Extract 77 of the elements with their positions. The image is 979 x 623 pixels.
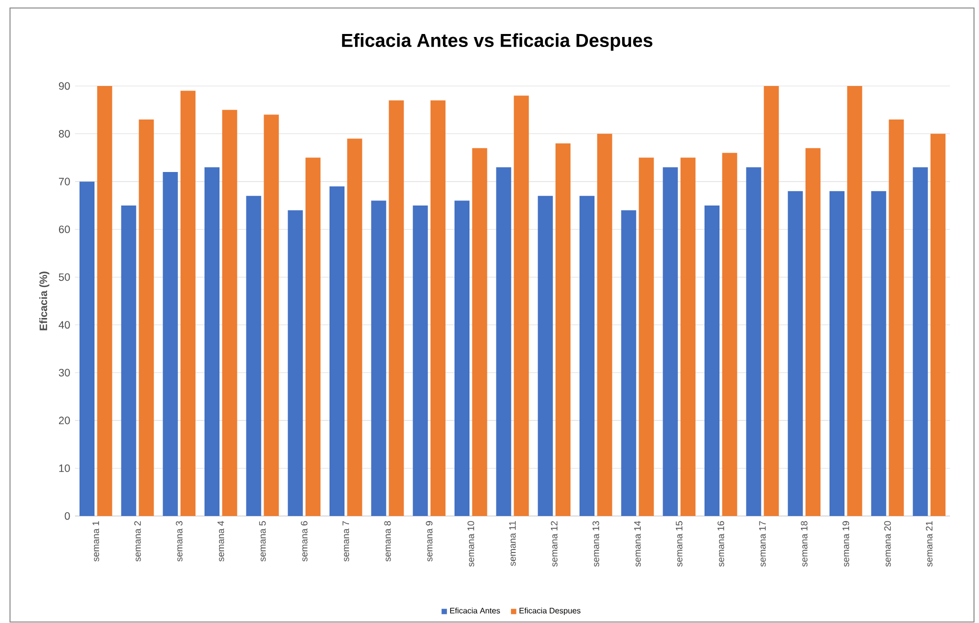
y-tick-label: 10 [59, 464, 70, 472]
bar [871, 191, 886, 516]
bar [138, 120, 154, 516]
bar [222, 110, 238, 516]
bar [264, 114, 279, 516]
x-tick-label: semana 7 [342, 521, 350, 562]
bar [306, 158, 321, 516]
y-tick-label: 90 [58, 82, 70, 90]
bar [347, 138, 362, 516]
x-tick-label: semana 5 [259, 521, 266, 562]
bar [472, 148, 488, 516]
bar [180, 91, 196, 516]
bar [246, 196, 262, 516]
bar [788, 191, 803, 516]
bar [764, 86, 779, 516]
bar [580, 196, 595, 516]
bar [830, 191, 845, 516]
x-tick-label: semana 8 [384, 521, 391, 562]
x-tick-label: semana 15 [676, 521, 682, 567]
y-tick-label: 60 [58, 226, 70, 234]
x-tick-label: semana 18 [800, 521, 808, 567]
bar [496, 167, 512, 516]
x-tick-label: semana 17 [759, 521, 766, 567]
bar [930, 134, 946, 516]
bar [680, 158, 696, 516]
x-tick-label: semana 6 [300, 521, 308, 562]
x-tick-label: semana 20 [884, 521, 891, 567]
bar [454, 200, 470, 516]
x-tick-label: semana 13 [592, 521, 600, 567]
y-tick-label: 40 [58, 321, 70, 329]
bar [746, 167, 762, 516]
bar [662, 167, 678, 516]
x-tick-label: semana 21 [926, 521, 932, 567]
x-tick-label: semana 3 [176, 521, 182, 562]
y-tick-label: 30 [58, 369, 70, 377]
x-tick-label: semana 11 [509, 521, 516, 566]
x-tick-label: semana 2 [134, 521, 141, 562]
x-tick-label: semana 12 [550, 521, 558, 567]
bar [121, 206, 136, 516]
x-tick-label: semana 16 [718, 521, 724, 567]
legend-label: Eficacia Antes [450, 608, 500, 614]
legend-label: Eficacia Despues [520, 608, 580, 616]
bar [97, 86, 112, 516]
bar [538, 196, 553, 516]
bar [204, 167, 220, 516]
chart-title: Eficacia Antes vs Eficacia Despues [342, 34, 652, 51]
bar [847, 86, 862, 516]
bar [430, 100, 446, 516]
bar [704, 206, 720, 516]
x-tick-label: semana 19 [842, 521, 850, 567]
bar [330, 186, 345, 516]
x-tick-label: semana 10 [468, 521, 474, 567]
bar [638, 158, 654, 516]
bar [556, 144, 571, 516]
y-tick-label: 80 [58, 130, 70, 138]
bar [514, 96, 529, 516]
x-tick-label: semana 4 [218, 521, 224, 562]
y-tick-label: 20 [58, 416, 70, 424]
x-tick-label: semana 1 [92, 521, 100, 562]
bar [288, 210, 303, 516]
bar [912, 167, 928, 516]
y-axis-title: Eficacia (%) [39, 272, 50, 330]
bar [80, 182, 94, 516]
bar [371, 200, 386, 516]
x-tick-label: semana 14 [634, 521, 641, 567]
bar [388, 100, 404, 516]
bar [162, 172, 178, 516]
y-tick-label: 50 [58, 274, 70, 282]
bar [888, 120, 904, 516]
bar [412, 206, 428, 516]
bar [806, 148, 820, 516]
bar [621, 210, 636, 516]
y-tick-label: 0 [64, 512, 70, 520]
y-tick-label: 70 [58, 178, 70, 186]
x-tick-label: semana 9 [426, 521, 432, 562]
bar [722, 153, 738, 516]
bar [597, 134, 612, 516]
